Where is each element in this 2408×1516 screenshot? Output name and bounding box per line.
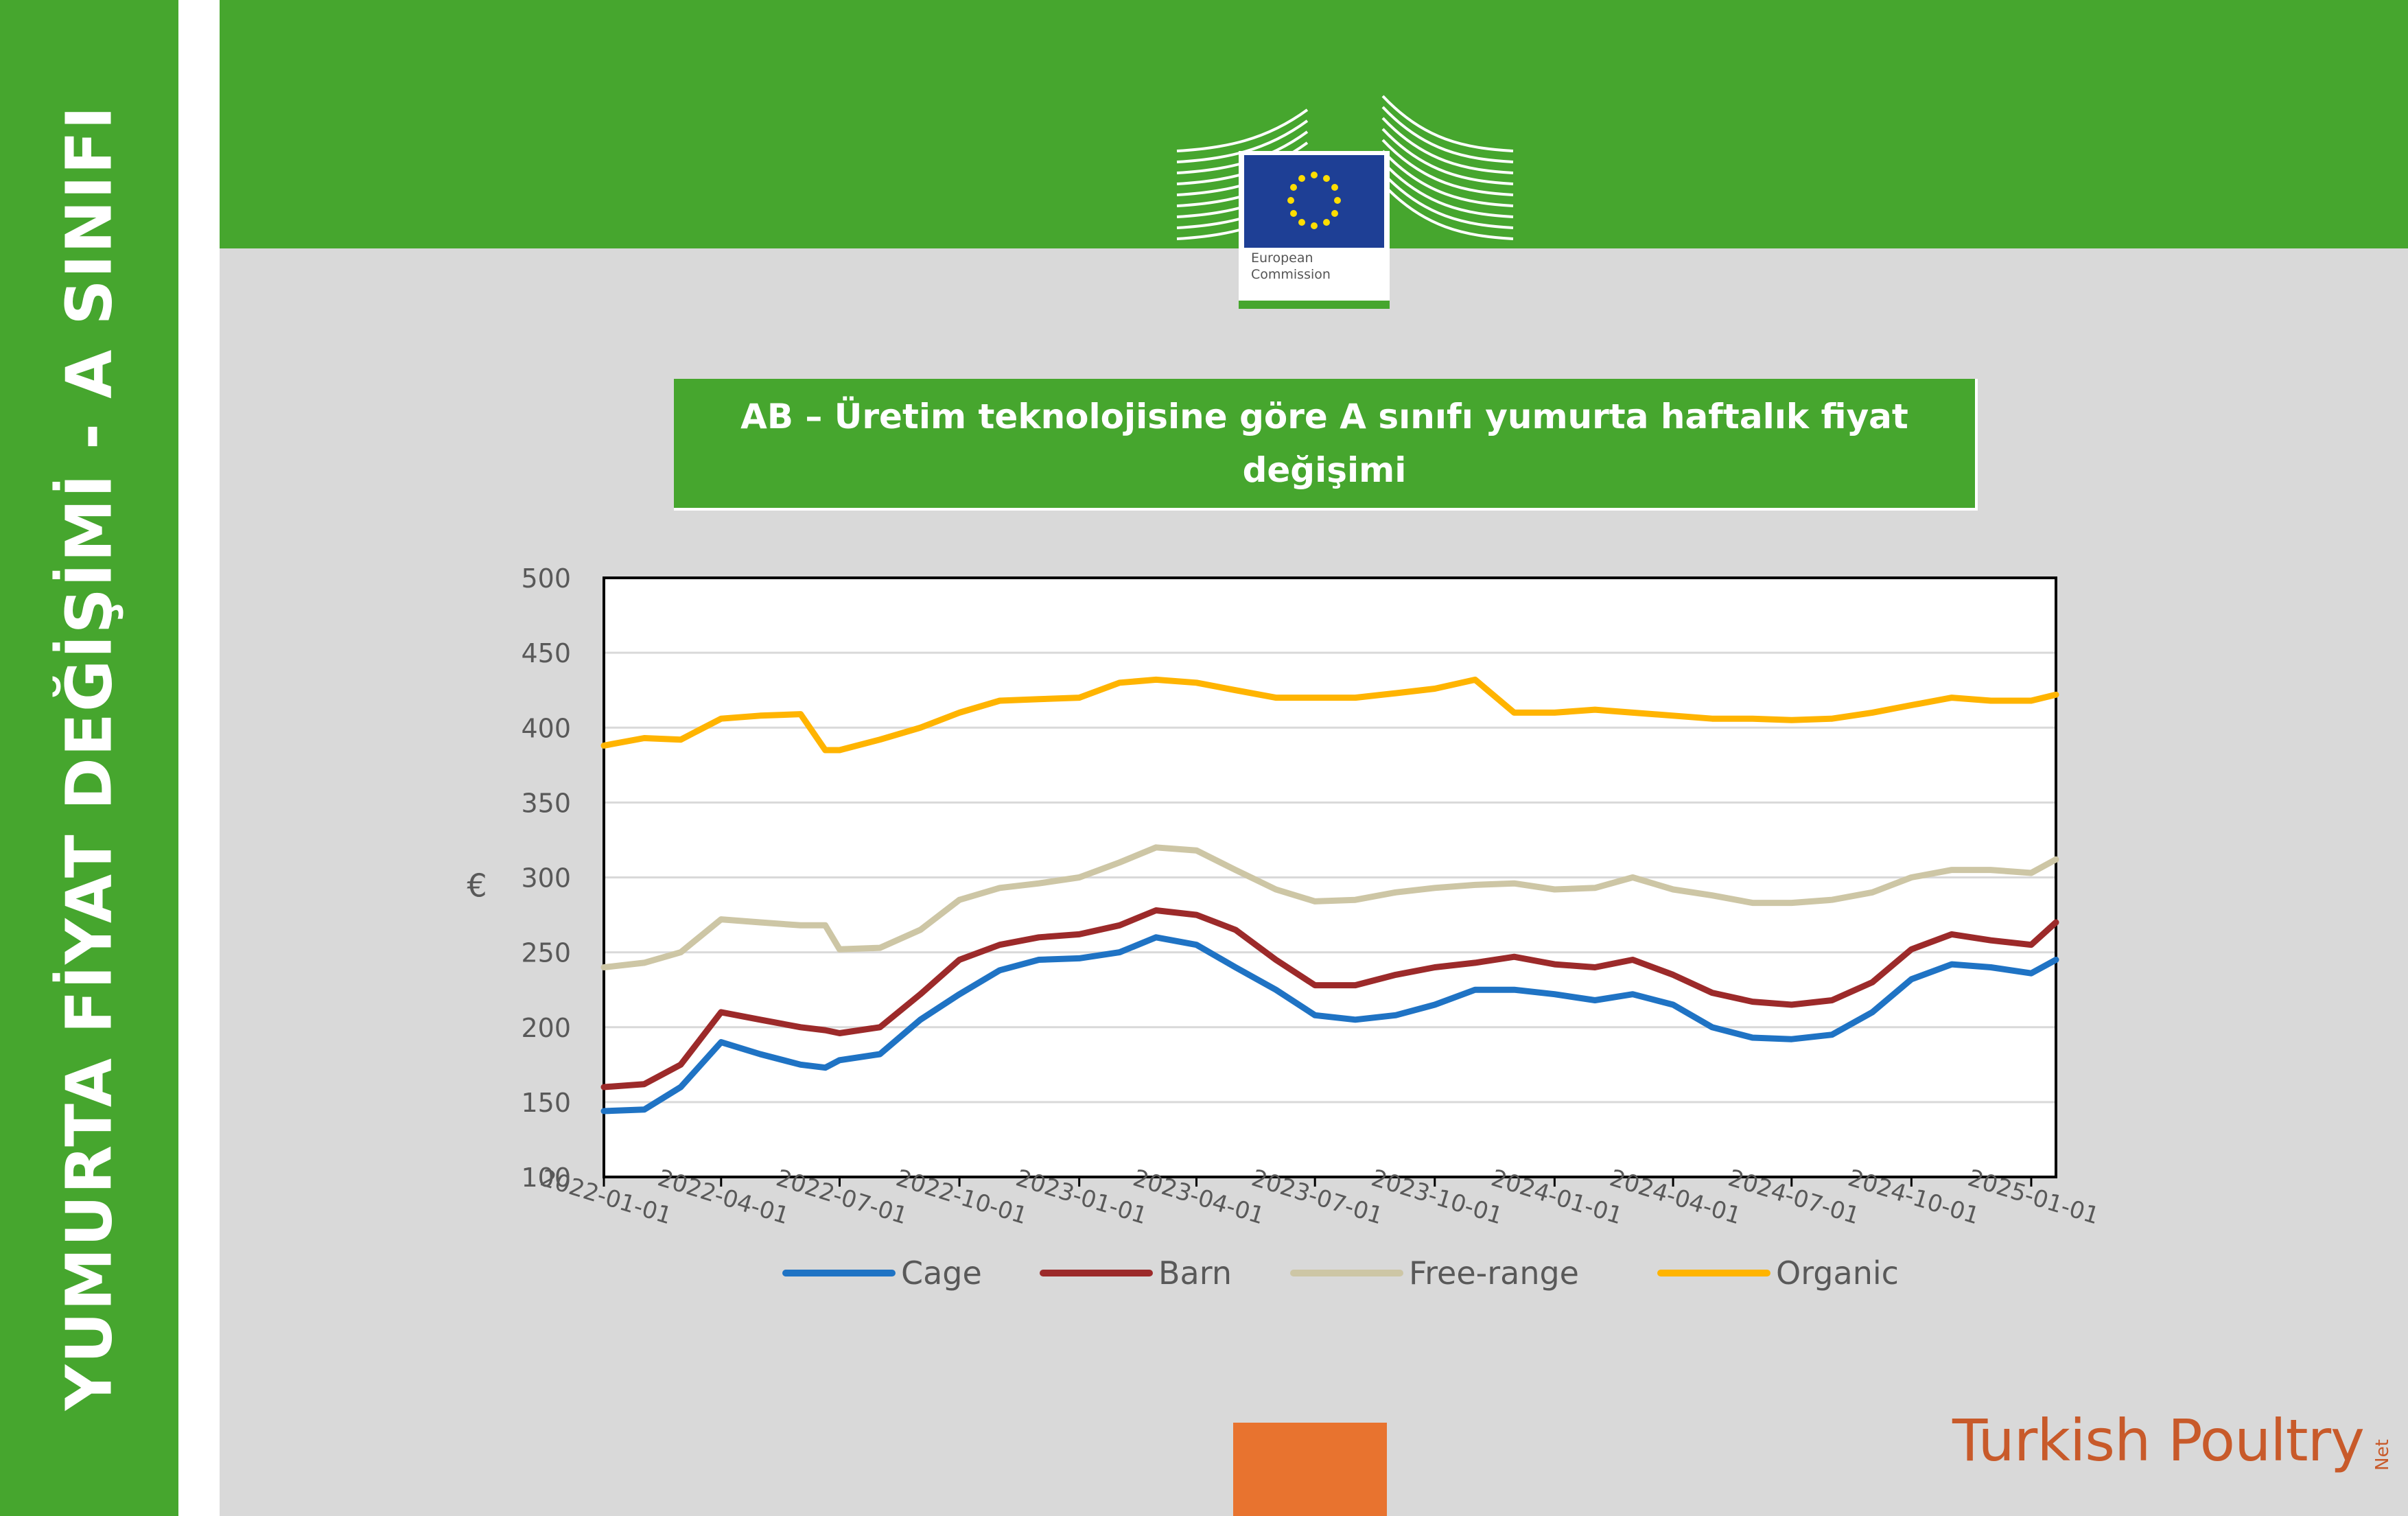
chart-title: AB – Üretim teknolojisine göre A sınıfı … (740, 397, 1908, 490)
plot-border (603, 576, 2057, 1178)
turkish-poultry-logo: Turkish Poultry Net (1952, 1407, 2398, 1482)
orange-accent-square (1233, 1423, 1387, 1516)
y-tick-label: 150 (521, 1088, 571, 1118)
y-tick-label: 300 (521, 863, 571, 894)
logo-text-line2: Commission (1251, 267, 1331, 282)
brand-name: Turkish Poultry (1952, 1407, 2365, 1474)
y-tick-label: 350 (521, 788, 571, 818)
chart-title-box: AB – Üretim teknolojisine göre A sınıfı … (674, 379, 1978, 511)
y-tick-label: 200 (521, 1013, 571, 1043)
y-tick-label: 450 (521, 638, 571, 668)
y-tick-label: 500 (521, 563, 571, 594)
series-free-range-line (600, 844, 2059, 970)
series-barn-line (600, 907, 2059, 1091)
line-chart: 1001502002503003504004505002022-01-01202… (467, 563, 2102, 1292)
y-tick-label: 100 (521, 1163, 571, 1193)
legend-label-barn: Barn (1158, 1255, 1232, 1292)
logo-text-line1: European (1251, 250, 1313, 266)
eu-flag (1244, 155, 1384, 248)
y-tick-label: 400 (521, 713, 571, 743)
series-organic-line (600, 676, 2059, 754)
side-band: YUMURTA FİYAT DEĞİŞİMİ - A SINIFI (0, 0, 178, 1516)
brand-suffix: Net (2372, 1439, 2393, 1471)
y-tick-label: 250 (521, 938, 571, 968)
european-commission-logo: European Commission (1176, 95, 1514, 309)
legend-label-cage: Cage (901, 1255, 982, 1292)
gap-strip (178, 0, 220, 1516)
legend-label-free-range: Free-range (1409, 1255, 1579, 1292)
y-axis-label: € (467, 867, 487, 905)
side-title: YUMURTA FİYAT DEĞİŞİMİ - A SINIFI (52, 104, 126, 1411)
legend-label-organic: Organic (1776, 1255, 1899, 1292)
series-cage-line (600, 934, 2059, 1115)
